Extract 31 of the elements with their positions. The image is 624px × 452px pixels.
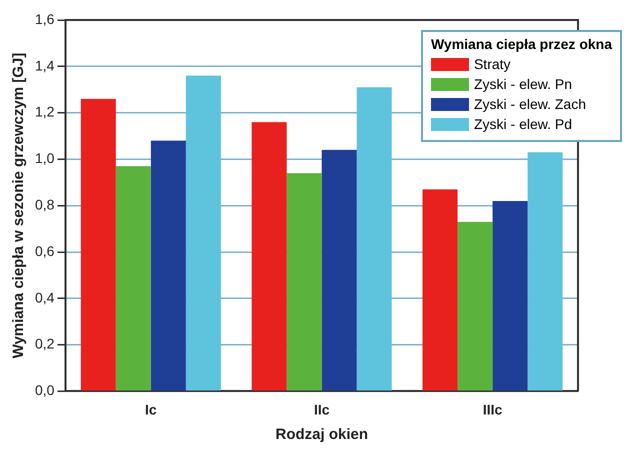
- legend-label: Zyski - elew. Zach: [474, 96, 586, 112]
- legend-label: Zyski - elew. Pd: [474, 116, 572, 132]
- bar: [186, 76, 221, 390]
- y-tick-label: 1,0: [34, 150, 55, 166]
- y-tick-label: 0,2: [34, 336, 55, 352]
- bar: [422, 189, 458, 390]
- y-axis-title: Wymiana ciepła w sezonie grzewczym [GJ]: [10, 52, 28, 358]
- x-tick-label: IIIc: [482, 401, 503, 418]
- bar: [80, 98, 116, 390]
- bar: [116, 166, 151, 390]
- legend-label: Straty: [474, 56, 511, 72]
- x-tick-label: IIc: [314, 401, 330, 418]
- y-tick-label: 0,8: [34, 196, 55, 212]
- x-tick-label: Ic: [145, 401, 157, 418]
- bar: [286, 173, 322, 390]
- y-tick-label: 1,6: [34, 10, 55, 27]
- legend-title: Wymiana ciepła przez okna: [430, 36, 612, 52]
- bar: [528, 152, 563, 390]
- y-tick-label: 1,2: [34, 104, 55, 120]
- bar: [356, 87, 392, 390]
- bar: [458, 222, 493, 390]
- legend-label: Zyski - elew. Pn: [474, 76, 572, 92]
- y-tick-label: 0,4: [34, 289, 55, 306]
- bar: [322, 150, 357, 390]
- bar: [150, 140, 186, 390]
- y-tick-label: 1,4: [34, 57, 55, 74]
- bar: [492, 200, 528, 390]
- y-tick-label: 0,6: [34, 242, 55, 259]
- x-axis-title: Rodzaj okien: [275, 426, 368, 444]
- bar: [252, 122, 287, 390]
- y-tick-label: 0,0: [34, 382, 55, 398]
